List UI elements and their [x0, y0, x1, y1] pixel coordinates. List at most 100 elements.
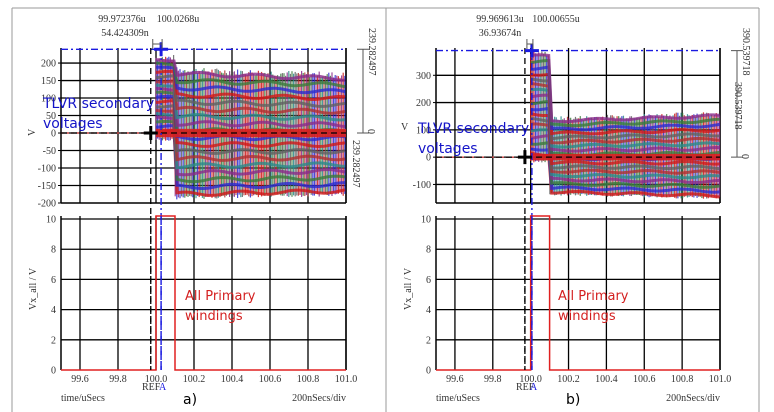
bottom-y-tick-label: 6	[51, 275, 56, 286]
x-tick-label: 100.0	[145, 374, 168, 385]
top-ylabel: V	[401, 122, 409, 133]
bottom-y-tick-label: 2	[51, 335, 56, 346]
top-y-tick-label: 100	[416, 125, 431, 136]
top-y-tick-label: -150	[38, 181, 56, 192]
top-y-tick-label: 300	[416, 71, 431, 82]
secondary-voltage-traces	[155, 55, 346, 200]
trace-band	[155, 58, 346, 82]
delta-y-bracket	[357, 48, 369, 134]
top-y-tick-label: -50	[43, 146, 56, 157]
trace-band	[155, 94, 346, 142]
secondary-annotation-line1: TLVR secondary	[417, 121, 529, 137]
ref-label: REF	[142, 382, 161, 393]
delta-y-inner-label: 239.282497	[350, 140, 361, 188]
bottom-plot-a: 99.6 99.8 100.0 100.2 100.4 100.6 100.8 101.0 10…	[46, 215, 357, 385]
x-tick-label: 100.6	[633, 374, 656, 385]
x-tick-label: 101.0	[335, 374, 358, 385]
bottom-y-tick-label: 8	[51, 245, 56, 256]
bottom-y-tick-label: 8	[426, 245, 431, 256]
primary-pulse-trace	[61, 215, 346, 371]
top-y-tick-label: -100	[413, 180, 431, 191]
x-unit-label: time/uSecs	[436, 393, 480, 404]
trace-band	[530, 128, 720, 180]
x-tick-label: 101.0	[709, 374, 732, 385]
trace-band	[530, 116, 720, 171]
top-y-tick-label: 200	[41, 59, 56, 70]
bottom-ylabel: Vx_all / V	[403, 267, 414, 310]
primary-annotation-line2: windings	[185, 309, 243, 324]
x-tick-label: 99.8	[109, 374, 127, 385]
bottom-y-tick-label: 10	[421, 215, 431, 226]
panel-frames	[11, 7, 760, 412]
x-tick-label: 100.8	[671, 374, 694, 385]
top-y-tick-label: 0	[51, 129, 56, 140]
trace-band	[530, 58, 720, 128]
zero-marker-label: 0	[365, 129, 376, 134]
bottom-y-tick-label: 10	[46, 215, 56, 226]
ref-crosshair-icon	[517, 150, 532, 165]
trace-band	[155, 120, 346, 184]
a-crosshair-icon	[154, 42, 169, 57]
a-cursor-time: 100.0268u	[157, 14, 200, 25]
a-label: A	[159, 382, 167, 393]
trace-band	[530, 82, 720, 145]
trace-band	[530, 140, 720, 189]
x-scale-label: 200nSecs/div	[292, 393, 346, 404]
delta-y-inner-label: 390.539718	[732, 82, 743, 130]
trace-band	[530, 133, 720, 184]
bottom-y-tick-label: 0	[51, 366, 56, 377]
cursor-delta-time: 54.424309n	[101, 28, 149, 39]
ref-cursor-time: 99.969613u	[476, 14, 524, 25]
trace-band	[155, 128, 346, 197]
zero-marker-label: 0	[739, 154, 750, 159]
ref-label: REF	[516, 382, 535, 393]
ref-crosshair-icon	[143, 126, 158, 141]
trace-band	[156, 103, 346, 155]
x-tick-label: 100.2	[557, 374, 580, 385]
top-y-tick-label: 0	[426, 153, 431, 164]
top-plot-b: 300 200 100 0 -100	[413, 39, 743, 370]
x-tick-label: 100.6	[259, 374, 282, 385]
ref-cursor-time: 99.972376u	[98, 14, 146, 25]
x-unit-label: time/uSecs	[61, 393, 105, 404]
trace-band	[155, 124, 346, 190]
bottom-y-tick-label: 6	[426, 275, 431, 286]
x-tick-label: 100.4	[595, 374, 618, 385]
top-y-tick-label: -200	[38, 199, 56, 210]
top-y-tick-label: 150	[41, 76, 56, 87]
x-tick-label: 100.2	[183, 374, 206, 385]
delta-x-bracket	[526, 39, 534, 49]
trace-band	[156, 115, 346, 177]
primary-annotation-line2: windings	[558, 309, 616, 324]
trace-band	[155, 61, 346, 89]
x-tick-label: 100.0	[519, 374, 542, 385]
trace-band	[155, 69, 346, 101]
a-crosshair-icon	[524, 43, 539, 58]
trace-band	[530, 112, 720, 166]
trace-band	[155, 79, 346, 115]
x-tick-label: 99.6	[446, 374, 464, 385]
trace-band	[530, 72, 720, 136]
secondary-annotation-line2: voltages	[43, 116, 103, 132]
delta-y-outer-label: 390.539718	[740, 28, 751, 76]
delta-y-outer-label: 239.282497	[366, 28, 377, 76]
trace-band	[530, 87, 720, 149]
trace-band	[155, 74, 346, 108]
bottom-ylabel: Vx_all / V	[28, 267, 39, 310]
trace-band	[530, 65, 720, 132]
x-scale-label: 200nSecs/div	[666, 393, 720, 404]
top-y-tick-label: 50	[46, 111, 56, 122]
trace-band	[155, 83, 346, 122]
primary-annotation-line1: All Primary	[185, 289, 256, 304]
x-tick-label: 100.8	[297, 374, 320, 385]
top-y-tick-label: 200	[416, 98, 431, 109]
trace-band	[155, 65, 346, 95]
top-plot-a: 200 150 100 50 0 -50 -100 -150 -200	[38, 39, 369, 370]
primary-pulse-trace	[436, 215, 720, 371]
trace-band	[530, 147, 720, 194]
bottom-y-tick-label: 0	[426, 366, 431, 377]
bottom-y-tick-label: 4	[51, 305, 56, 316]
